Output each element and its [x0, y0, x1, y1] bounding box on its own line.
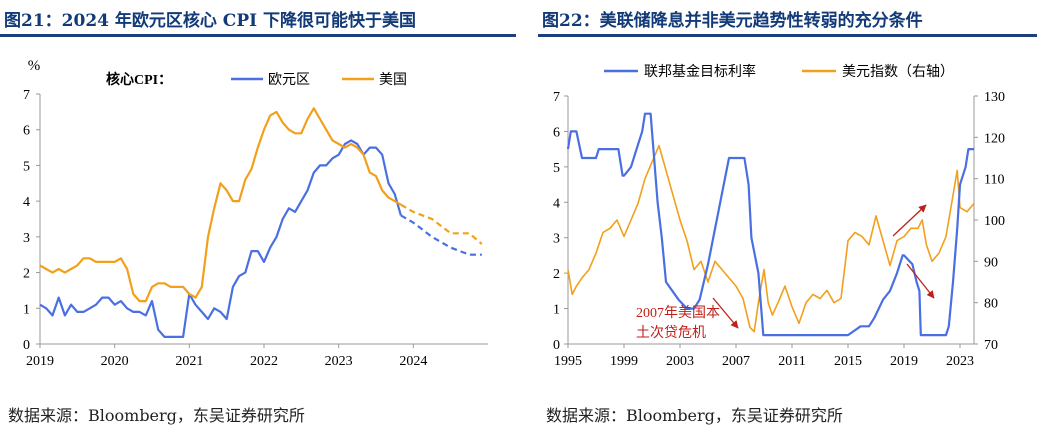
y-tick-label-left: 5	[553, 161, 560, 176]
annotation-line-1: 2007年美国本	[636, 305, 720, 321]
arrow-2007-decline	[712, 297, 739, 329]
series-line-0	[39, 139, 402, 338]
y-tick-label-left: 6	[553, 125, 560, 140]
y-tick-label-right: 120	[984, 131, 1005, 146]
left-chart: % 0 1 2 3 4 5 6 7 2019 2020 2021 2022 2023 2024 核心CPI： 欧…	[23, 58, 488, 369]
right-chart: 0 1 2 3 4 5 6 7 70 80 90 100 110 120 130 1995 1999 2003 20…	[553, 63, 1005, 369]
y-tick-label: 2	[23, 267, 30, 282]
y-tick-label-left: 2	[553, 267, 560, 282]
y-tick-label: 3	[23, 231, 30, 246]
y-tick-label: 7	[23, 88, 30, 103]
y-tick-label-left: 0	[553, 338, 560, 353]
x-tick-label: 2022	[250, 354, 278, 369]
legend-label-dollar-index: 美元指数（右轴）	[842, 64, 954, 80]
series-line-forecast-2	[400, 214, 482, 256]
left-chart-panel: 图21：2024 年欧元区核心 CPI 下降很可能快于美国 % 0 1 2 3 4 5 6 7 2…	[0, 0, 516, 432]
series-line-1	[39, 107, 402, 303]
left-chart-source: 数据来源：Bloomberg，东吴证券研究所	[8, 406, 305, 425]
x-tick-label: 2019	[26, 354, 54, 369]
y-tick-label-right: 70	[984, 338, 998, 353]
y-tick-label: 5	[23, 159, 30, 174]
y-tick-label-left: 7	[553, 90, 560, 105]
x-tick-label: 2011	[778, 354, 805, 369]
arrow-rise	[892, 204, 927, 237]
x-tick-label: 2019	[890, 354, 918, 369]
y-tick-label: 0	[23, 338, 30, 353]
y-tick-label-right: 100	[984, 214, 1005, 229]
legend-label-eurozone: 欧元区	[268, 72, 310, 88]
series-line-dollar-index	[567, 144, 975, 333]
legend-title: 核心CPI：	[106, 71, 172, 88]
annotation-line-2: 土次贷危机	[636, 325, 706, 341]
y-axis-unit-label: %	[28, 58, 41, 74]
series-line-fed-funds-rate	[566, 112, 974, 337]
y-tick-label: 4	[23, 195, 30, 210]
y-tick-label-right: 80	[984, 297, 998, 312]
x-tick-label: 2023	[325, 354, 353, 369]
x-tick-label: 2020	[101, 354, 129, 369]
left-title-rule	[0, 34, 516, 37]
x-tick-label: 2015	[834, 354, 862, 369]
y-tick-label: 1	[23, 302, 30, 317]
x-tick-label: 2023	[946, 354, 974, 369]
left-chart-title: 图21：2024 年欧元区核心 CPI 下降很可能快于美国	[4, 11, 416, 31]
arrow-fall	[906, 263, 935, 299]
y-tick-label-right: 110	[984, 173, 1004, 188]
x-tick-label: 1995	[554, 354, 582, 369]
right-chart-source: 数据来源：Bloomberg，东吴证券研究所	[546, 406, 843, 425]
series-line-forecast-3	[400, 203, 483, 245]
x-tick-label: 1999	[610, 354, 638, 369]
y-tick-label-right: 90	[984, 255, 998, 270]
right-chart-title: 图22：美联储降息并非美元趋势性转弱的充分条件	[542, 11, 923, 31]
y-tick-label: 6	[23, 124, 30, 139]
x-tick-label: 2003	[666, 354, 694, 369]
x-tick-label: 2024	[399, 354, 427, 369]
legend-label-fed-funds: 联邦基金目标利率	[644, 63, 756, 80]
x-tick-label: 2021	[175, 354, 203, 369]
y-tick-label-left: 1	[553, 303, 560, 318]
x-tick-label: 2007	[722, 354, 750, 369]
right-title-rule	[538, 34, 1037, 37]
legend-label-us: 美国	[379, 72, 407, 88]
y-tick-label-left: 4	[553, 196, 560, 211]
y-tick-label-right: 130	[984, 90, 1005, 105]
y-tick-label-left: 3	[553, 232, 560, 247]
right-chart-panel: 图22：美联储降息并非美元趋势性转弱的充分条件 0 1 2 3 4 5 6 7 70 80 90 10…	[538, 0, 1039, 432]
